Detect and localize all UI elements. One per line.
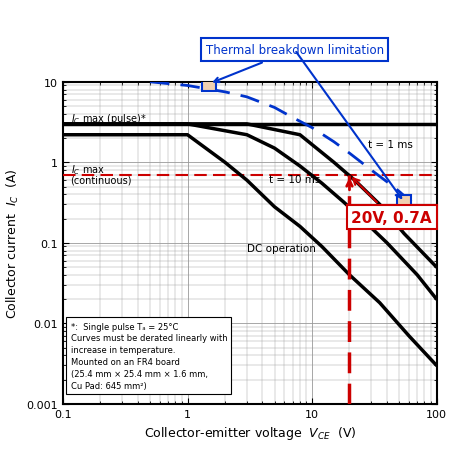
Y-axis label: Collector current  $I_C$  (A): Collector current $I_C$ (A) bbox=[5, 168, 21, 318]
Text: $I_C$ max: $I_C$ max bbox=[71, 162, 104, 176]
X-axis label: Collector-emitter voltage  $V_{CE}$  (V): Collector-emitter voltage $V_{CE}$ (V) bbox=[144, 424, 356, 441]
Text: *:  Single pulse Tₐ = 25°C
Curves must be derated linearly with
increase in temp: *: Single pulse Tₐ = 25°C Curves must be… bbox=[71, 322, 227, 390]
Text: Thermal breakdown limitation: Thermal breakdown limitation bbox=[206, 44, 384, 83]
Text: $I_C$ max (pulse)*: $I_C$ max (pulse)* bbox=[71, 111, 146, 125]
Text: t = 1 ms: t = 1 ms bbox=[368, 140, 413, 150]
Text: 20V, 0.7A: 20V, 0.7A bbox=[351, 179, 432, 225]
Text: t = 10 ms: t = 10 ms bbox=[269, 174, 320, 185]
Text: (continuous): (continuous) bbox=[71, 174, 132, 185]
Text: DC operation: DC operation bbox=[247, 244, 316, 254]
